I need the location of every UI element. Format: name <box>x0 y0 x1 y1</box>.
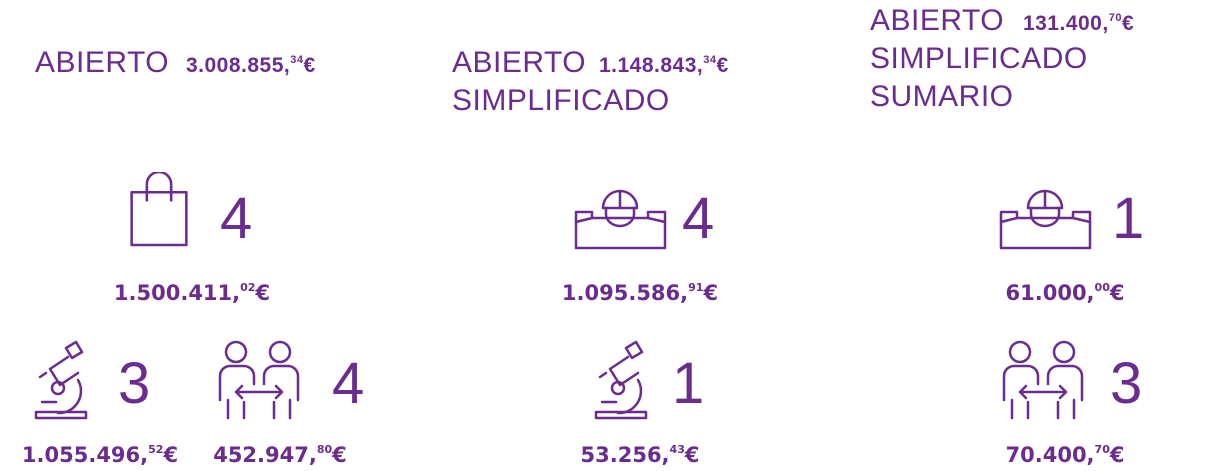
title: ABIERTO 131.400,70€ SIMPLIFICADO SUMARIO <box>870 2 1134 116</box>
count: 1 <box>1112 186 1145 251</box>
amount-part: 3.008.855, <box>185 54 291 77</box>
amount-part: 131.400, <box>1022 12 1109 35</box>
amount-part: € <box>716 54 729 77</box>
amount: 70.400,70€ <box>1006 437 1125 468</box>
amount-part: € <box>1109 443 1125 467</box>
amount-part: 1.148.843, <box>598 54 704 77</box>
title-text: ABIERTO <box>452 46 587 79</box>
amount: 1.095.586,91€ <box>562 275 718 306</box>
count: 4 <box>682 186 715 251</box>
bag-icon <box>128 172 190 248</box>
count: 4 <box>332 351 365 416</box>
amount-part: 452.947, <box>213 443 317 467</box>
worker-icon <box>998 172 1093 250</box>
amount-part: € <box>163 443 179 467</box>
people-icon <box>998 340 1088 420</box>
total: 1.148.843,34€ <box>599 54 729 77</box>
amount-part: 1.095.586, <box>561 281 689 305</box>
amount-part: € <box>1121 12 1135 35</box>
amount-part: 53.256, <box>580 443 670 467</box>
amount-part: 1.055.496, <box>21 443 149 467</box>
amount: 452.947,80€ <box>213 437 347 468</box>
amount-part: € <box>1109 281 1125 305</box>
count: 1 <box>672 351 705 416</box>
amount: 53.256,43€ <box>581 437 700 468</box>
amount-part: € <box>684 443 700 467</box>
count: 3 <box>1110 351 1143 416</box>
amount-part: 91 <box>688 281 704 294</box>
title-text: SIMPLIFICADO <box>870 42 1088 75</box>
amount-part: 80 <box>316 443 333 456</box>
microscope-icon <box>588 340 658 420</box>
amount: 1.055.496,52€ <box>22 437 178 468</box>
total: 131.400,70€ <box>1023 12 1134 35</box>
amount-part: 34 <box>703 54 717 66</box>
title: ABIERTO 1.148.843,34€ SIMPLIFICADO <box>452 44 729 120</box>
microscope-icon <box>28 340 98 420</box>
amount-part: 34 <box>290 54 304 66</box>
amount-part: € <box>303 54 316 77</box>
count: 4 <box>220 186 253 251</box>
title-text: SUMARIO <box>870 80 1014 113</box>
amount: 61.000,00€ <box>1006 275 1125 306</box>
amount: 1.500.411,02€ <box>114 275 270 306</box>
amount-part: 1.500.411, <box>113 281 241 305</box>
amount-part: 02 <box>240 281 256 294</box>
amount-part: € <box>332 443 347 467</box>
title: ABIERTO 3.008.855,34€ <box>35 44 316 82</box>
title-text: ABIERTO <box>870 4 1005 37</box>
amount-part: € <box>255 281 271 305</box>
amount-part: 43 <box>669 443 685 456</box>
people-icon <box>214 340 304 420</box>
worker-icon <box>573 172 668 250</box>
amount-part: 61.000, <box>1005 281 1095 305</box>
title-text: SIMPLIFICADO <box>452 84 670 117</box>
amount-part: 70 <box>1108 12 1122 24</box>
amount-part: 70.400, <box>1005 443 1095 467</box>
count: 3 <box>118 351 151 416</box>
title-text: ABIERTO <box>35 46 170 79</box>
amount-part: 00 <box>1094 281 1110 294</box>
amount-part: 70 <box>1094 443 1110 456</box>
amount-part: € <box>703 281 719 305</box>
total: 3.008.855,34€ <box>186 54 316 77</box>
amount-part: 52 <box>148 443 164 456</box>
